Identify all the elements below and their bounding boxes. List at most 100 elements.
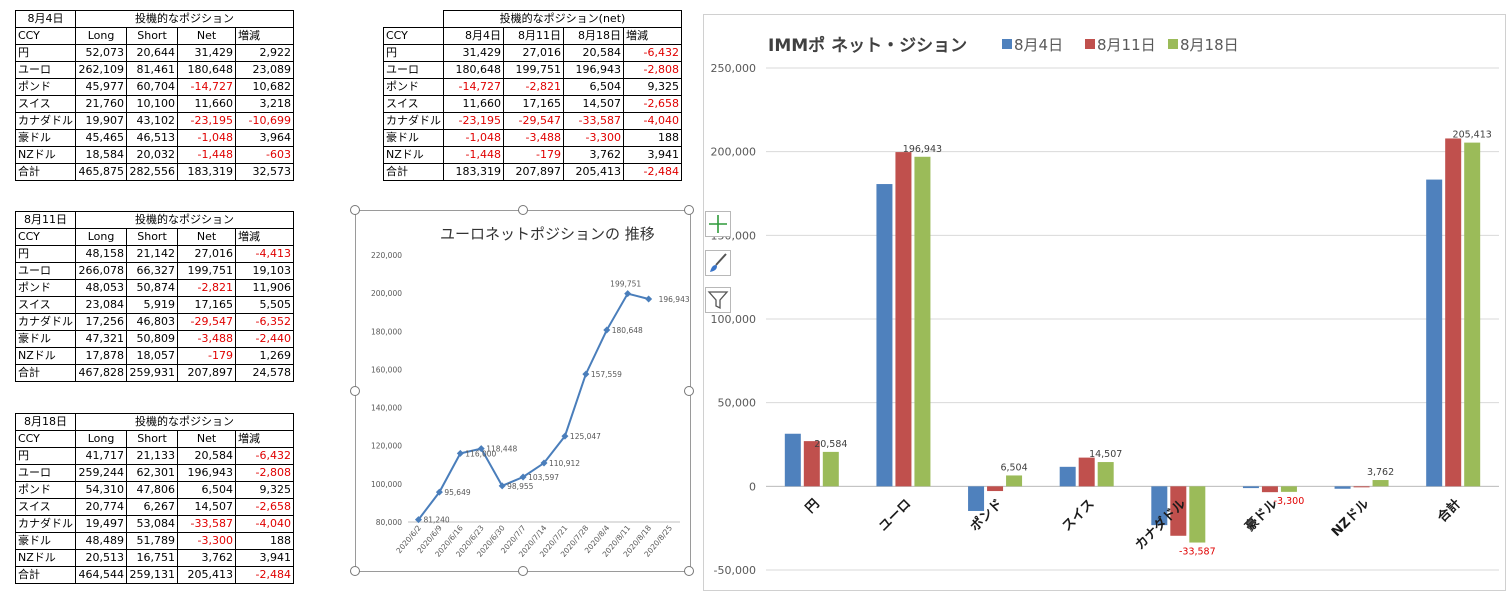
column-header: 増減 bbox=[235, 27, 294, 45]
y-tick-label: 0 bbox=[749, 480, 756, 493]
table-cell: -23,195 bbox=[443, 112, 504, 130]
table-cell: -10,699 bbox=[235, 112, 294, 130]
table-row: NZドル -1,448 -179 3,762 3,941 bbox=[383, 146, 682, 164]
y-tick-label: 120,000 bbox=[371, 442, 402, 451]
table-cell: 207,897 bbox=[177, 364, 236, 382]
resize-handle-bl[interactable] bbox=[350, 566, 360, 576]
y-tick-label: 200,000 bbox=[371, 289, 402, 298]
chart-filters-button[interactable] bbox=[705, 287, 731, 313]
column-header: Net bbox=[177, 228, 236, 246]
table-row: NZドル 18,584 20,032 -1,448 -603 bbox=[15, 146, 294, 164]
euro-data-label: 116,000 bbox=[465, 449, 496, 458]
y-tick-label: -50,000 bbox=[714, 564, 756, 577]
table-cell: -6,352 bbox=[235, 313, 294, 331]
legend-label: 8月11日 bbox=[1097, 36, 1156, 54]
bar-2 bbox=[1078, 457, 1095, 487]
euro-chart-title: ユーロネットポジションの 推移 bbox=[440, 225, 655, 243]
table-cell: 10,100 bbox=[126, 95, 178, 113]
euro-data-point bbox=[477, 445, 485, 453]
table-cell: 282,556 bbox=[126, 163, 178, 181]
table-row: ユーロ 259,244 62,301 196,943 -2,808 bbox=[15, 464, 294, 482]
table-cell: 205,413 bbox=[177, 566, 236, 584]
column-header: 8月18日 bbox=[563, 27, 624, 45]
row-label: 合計 bbox=[15, 364, 76, 382]
table-aug11: 8月11日 投機的なポジション CCY Long Short Net 増減円 48,158 21… bbox=[15, 211, 294, 382]
chart-styles-button[interactable] bbox=[705, 250, 731, 276]
table-cell: 180,648 bbox=[177, 61, 236, 79]
bar-1 bbox=[1242, 486, 1259, 489]
y-tick-label: 100,000 bbox=[711, 313, 757, 326]
y-tick-label: 100,000 bbox=[371, 480, 402, 489]
row-label: ポンド bbox=[15, 78, 76, 96]
euro-data-point bbox=[624, 290, 632, 298]
table-cell: 23,089 bbox=[235, 61, 294, 79]
table-title-row: 8月18日 投機的なポジション bbox=[15, 413, 294, 431]
row-label: 合計 bbox=[383, 163, 444, 181]
row-label: NZドル bbox=[383, 146, 444, 164]
table-cell: -3,300 bbox=[563, 129, 624, 147]
y-tick-label: 180,000 bbox=[371, 327, 402, 336]
bar-3 bbox=[1189, 486, 1206, 543]
table-cell: 3,762 bbox=[563, 146, 624, 164]
chart-elements-plus-icon bbox=[709, 215, 727, 233]
resize-handle-r[interactable] bbox=[684, 386, 694, 396]
table-cell: 50,809 bbox=[126, 330, 178, 348]
table-cell: -23,195 bbox=[177, 112, 236, 130]
euro-data-label: 118,448 bbox=[486, 445, 517, 454]
bar-3 bbox=[1097, 462, 1114, 487]
table-cell: 21,133 bbox=[126, 447, 178, 465]
euro-data-label: 81,240 bbox=[423, 516, 449, 525]
bar-2 bbox=[987, 486, 1004, 492]
table-cell: 9,325 bbox=[623, 78, 682, 96]
chart-filters-funnel-icon bbox=[707, 291, 729, 310]
table-cell: -179 bbox=[503, 146, 564, 164]
table-cell: 6,267 bbox=[126, 498, 178, 516]
column-header: CCY bbox=[15, 27, 76, 45]
table-cell: -29,547 bbox=[503, 112, 564, 130]
table-header-row: CCY Long Short Net 増減 bbox=[15, 27, 294, 45]
table-title: 投機的なポジション bbox=[75, 211, 294, 229]
table-cell: 17,165 bbox=[177, 296, 236, 314]
table-title: 投機的なポジション bbox=[75, 413, 294, 431]
table-cell: -14,727 bbox=[177, 78, 236, 96]
column-header: 8月11日 bbox=[503, 27, 564, 45]
euro-data-label: 103,597 bbox=[528, 473, 559, 482]
bar-1 bbox=[968, 486, 985, 511]
row-label: カナダドル bbox=[15, 112, 76, 130]
euro-data-label: 98,955 bbox=[507, 482, 533, 491]
y-tick-label: 140,000 bbox=[371, 404, 402, 413]
row-label: 円 bbox=[15, 44, 76, 62]
row-label: スイス bbox=[15, 296, 76, 314]
y-tick-label: 160,000 bbox=[371, 365, 402, 374]
euro-line-chart-frame[interactable]: ユーロネットポジションの 推移 80,000 100,000 120,000 140,… bbox=[355, 210, 691, 572]
table-cell: 5,919 bbox=[126, 296, 178, 314]
table-date: 8月4日 bbox=[15, 10, 76, 28]
resize-handle-br[interactable] bbox=[684, 566, 694, 576]
row-label: カナダドル bbox=[15, 515, 76, 533]
table-row: スイス 21,760 10,100 11,660 3,218 bbox=[15, 95, 294, 113]
legend-swatch bbox=[1168, 39, 1178, 49]
table-cell: 11,660 bbox=[177, 95, 236, 113]
bar-data-label: 3,762 bbox=[1367, 467, 1394, 478]
x-category-label: NZドル bbox=[1329, 497, 1372, 540]
row-label: 豪ドル bbox=[15, 129, 76, 147]
resize-handle-t[interactable] bbox=[518, 205, 528, 215]
table-title: 投機的なポジション(net) bbox=[443, 10, 682, 28]
bar-data-label: -33,587 bbox=[1179, 547, 1216, 558]
resize-handle-b[interactable] bbox=[518, 566, 528, 576]
resize-handle-l[interactable] bbox=[350, 386, 360, 396]
table-row: NZドル 20,513 16,751 3,762 3,941 bbox=[15, 549, 294, 567]
chart-elements-button[interactable] bbox=[705, 211, 731, 237]
table-title-row: 8月4日 投機的なポジション bbox=[15, 10, 294, 28]
row-label: NZドル bbox=[15, 146, 76, 164]
table-row: ユーロ 262,109 81,461 180,648 23,089 bbox=[15, 61, 294, 79]
table-cell: 464,544 bbox=[75, 566, 127, 584]
table-cell: 48,158 bbox=[75, 245, 127, 263]
euro-data-point bbox=[435, 488, 443, 496]
y-tick-label: 220,000 bbox=[371, 251, 402, 260]
resize-handle-tl[interactable] bbox=[350, 205, 360, 215]
resize-handle-tr[interactable] bbox=[684, 205, 694, 215]
table-date: 8月11日 bbox=[15, 211, 76, 229]
table-row: スイス 20,774 6,267 14,507 -2,658 bbox=[15, 498, 294, 516]
table-cell: 180,648 bbox=[443, 61, 504, 79]
